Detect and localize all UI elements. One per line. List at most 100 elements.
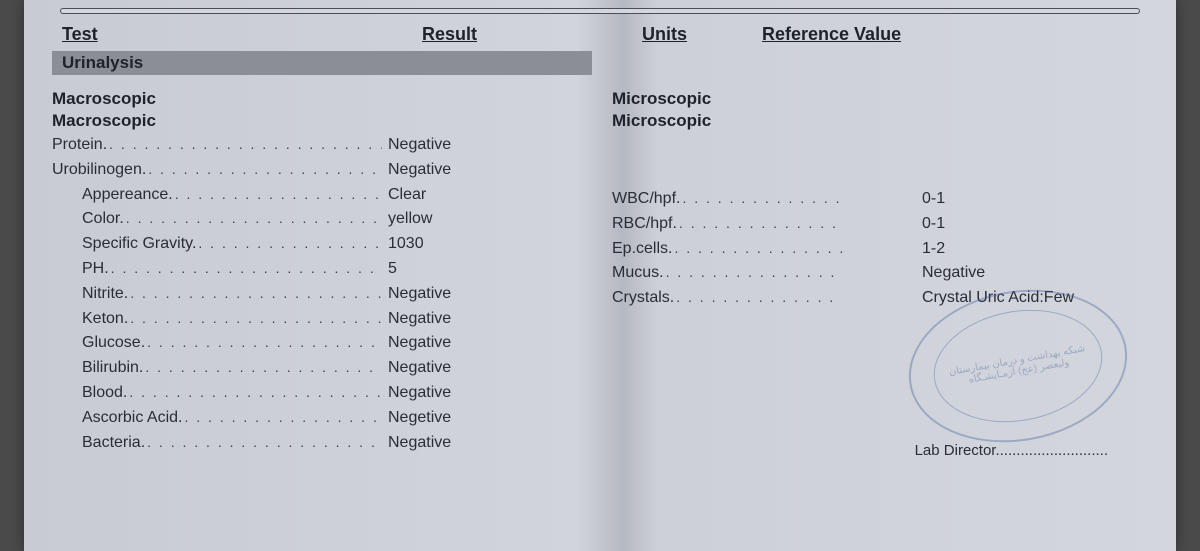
- result-row: WBC/hpf. 0-1: [612, 187, 1148, 212]
- leader-dots: [145, 432, 382, 454]
- label-wrap: Ep.cells.: [612, 237, 842, 262]
- header-test: Test: [52, 24, 422, 45]
- leader-dots: [128, 308, 382, 330]
- label-wrap: PH.: [52, 257, 382, 282]
- test-label: Protein.: [52, 133, 107, 158]
- result-row: Nitrite. Negative: [52, 282, 572, 307]
- label-wrap: Mucus.: [612, 261, 842, 286]
- leader-dots: [146, 159, 382, 181]
- result-row: Ascorbic Acid. Negetive: [52, 406, 572, 431]
- test-value: Negative: [382, 307, 451, 332]
- right-column: Microscopic Microscopic WBC/hpf.0-1RBC/h…: [612, 87, 1148, 455]
- top-border-rule: [60, 8, 1140, 14]
- signature-dots: [995, 442, 1108, 459]
- test-label: Keton.: [82, 307, 128, 332]
- label-wrap: Color.: [52, 207, 382, 232]
- leader-dots: [124, 208, 382, 230]
- label-wrap: Urobilinogen.: [52, 158, 382, 183]
- leader-dots: [128, 283, 382, 305]
- result-row: Bilirubin. Negative: [52, 356, 572, 381]
- test-value: Negative: [842, 261, 985, 286]
- result-row: PH. 5: [52, 257, 572, 282]
- test-value: Negetive: [382, 406, 451, 431]
- label-wrap: Bilirubin.: [52, 356, 382, 381]
- test-label: RBC/hpf.: [612, 212, 677, 237]
- leader-dots: [127, 382, 382, 404]
- test-label: Glucose.: [82, 331, 145, 356]
- leader-dots: [680, 188, 842, 210]
- test-label: Mucus.: [612, 261, 664, 286]
- report-columns: Macroscopic Macroscopic Protein.Negative…: [52, 87, 1148, 455]
- test-value: Negative: [382, 331, 451, 356]
- leader-dots: [182, 407, 382, 429]
- group-macroscopic-1: Macroscopic: [52, 89, 572, 109]
- test-label: Bilirubin.: [82, 356, 143, 381]
- result-row: Color. yellow: [52, 207, 572, 232]
- label-wrap: WBC/hpf.: [612, 187, 842, 212]
- leader-dots: [674, 287, 842, 309]
- label-wrap: Specific Gravity.: [52, 232, 382, 257]
- group-macroscopic-2: Macroscopic: [52, 111, 572, 131]
- test-label: Nitrite.: [82, 282, 128, 307]
- test-value: 1030: [382, 232, 424, 257]
- test-value: 1-2: [842, 237, 945, 262]
- result-row: Urobilinogen. Negative: [52, 158, 572, 183]
- label-wrap: Crystals.: [612, 286, 842, 311]
- test-label: Urobilinogen.: [52, 158, 146, 183]
- label-wrap: Ascorbic Acid.: [52, 406, 382, 431]
- test-value: Negative: [382, 381, 451, 406]
- result-row: Glucose. Negative: [52, 331, 572, 356]
- test-label: Specific Gravity.: [82, 232, 196, 257]
- header-result: Result: [422, 24, 622, 45]
- result-row: Bacteria.Negative: [52, 431, 572, 456]
- leader-dots: [196, 233, 382, 255]
- left-column: Macroscopic Macroscopic Protein.Negative…: [52, 87, 572, 455]
- test-value: 0-1: [842, 212, 945, 237]
- result-row: Crystals. Crystal Uric Acid:Few: [612, 286, 1148, 311]
- test-label: PH.: [82, 257, 109, 282]
- leader-dots: [109, 258, 382, 280]
- header-units: Units: [622, 24, 762, 45]
- leader-dots: [145, 332, 382, 354]
- test-value: Negative: [382, 431, 451, 456]
- test-value: 0-1: [842, 187, 945, 212]
- section-urinalysis: Urinalysis: [52, 51, 592, 75]
- test-value: Crystal Uric Acid:Few: [842, 286, 1074, 311]
- test-value: Negative: [382, 282, 451, 307]
- leader-dots: [143, 357, 382, 379]
- test-value: Negative: [382, 356, 451, 381]
- group-microscopic-2: Microscopic: [612, 111, 1148, 131]
- label-wrap: Protein.: [52, 133, 382, 158]
- leader-dots: [672, 238, 842, 260]
- test-label: Appereance.: [82, 183, 173, 208]
- result-row: Mucus. Negative: [612, 261, 1148, 286]
- leader-dots: [677, 213, 842, 235]
- result-row: RBC/hpf. 0-1: [612, 212, 1148, 237]
- test-value: yellow: [382, 207, 432, 232]
- test-label: Crystals.: [612, 286, 674, 311]
- result-row: Protein.Negative: [52, 133, 572, 158]
- result-row: Specific Gravity. 1030: [52, 232, 572, 257]
- label-wrap: Glucose.: [52, 331, 382, 356]
- test-label: Blood.: [82, 381, 127, 406]
- label-wrap: Blood.: [52, 381, 382, 406]
- label-wrap: Keton.: [52, 307, 382, 332]
- result-row: Blood. Negative: [52, 381, 572, 406]
- test-label: Color.: [82, 207, 124, 232]
- lab-report-paper: Test Result Units Reference Value Urinal…: [24, 0, 1176, 551]
- label-wrap: Appereance.: [52, 183, 382, 208]
- lab-director-label: Lab Director: [915, 442, 996, 459]
- test-label: Ascorbic Acid.: [82, 406, 182, 431]
- result-row: Keton. Negative: [52, 307, 572, 332]
- test-value: Negative: [382, 158, 451, 183]
- lab-director-line: Lab Director: [915, 442, 1108, 459]
- group-microscopic-1: Microscopic: [612, 89, 1148, 109]
- column-headers: Test Result Units Reference Value: [52, 24, 1148, 45]
- result-row: Appereance. Clear: [52, 183, 572, 208]
- label-wrap: Nitrite.: [52, 282, 382, 307]
- test-value: 5: [382, 257, 397, 282]
- test-value: Clear: [382, 183, 426, 208]
- header-reference: Reference Value: [762, 24, 1148, 45]
- test-label: WBC/hpf.: [612, 187, 680, 212]
- result-row: Ep.cells.1-2: [612, 237, 1148, 262]
